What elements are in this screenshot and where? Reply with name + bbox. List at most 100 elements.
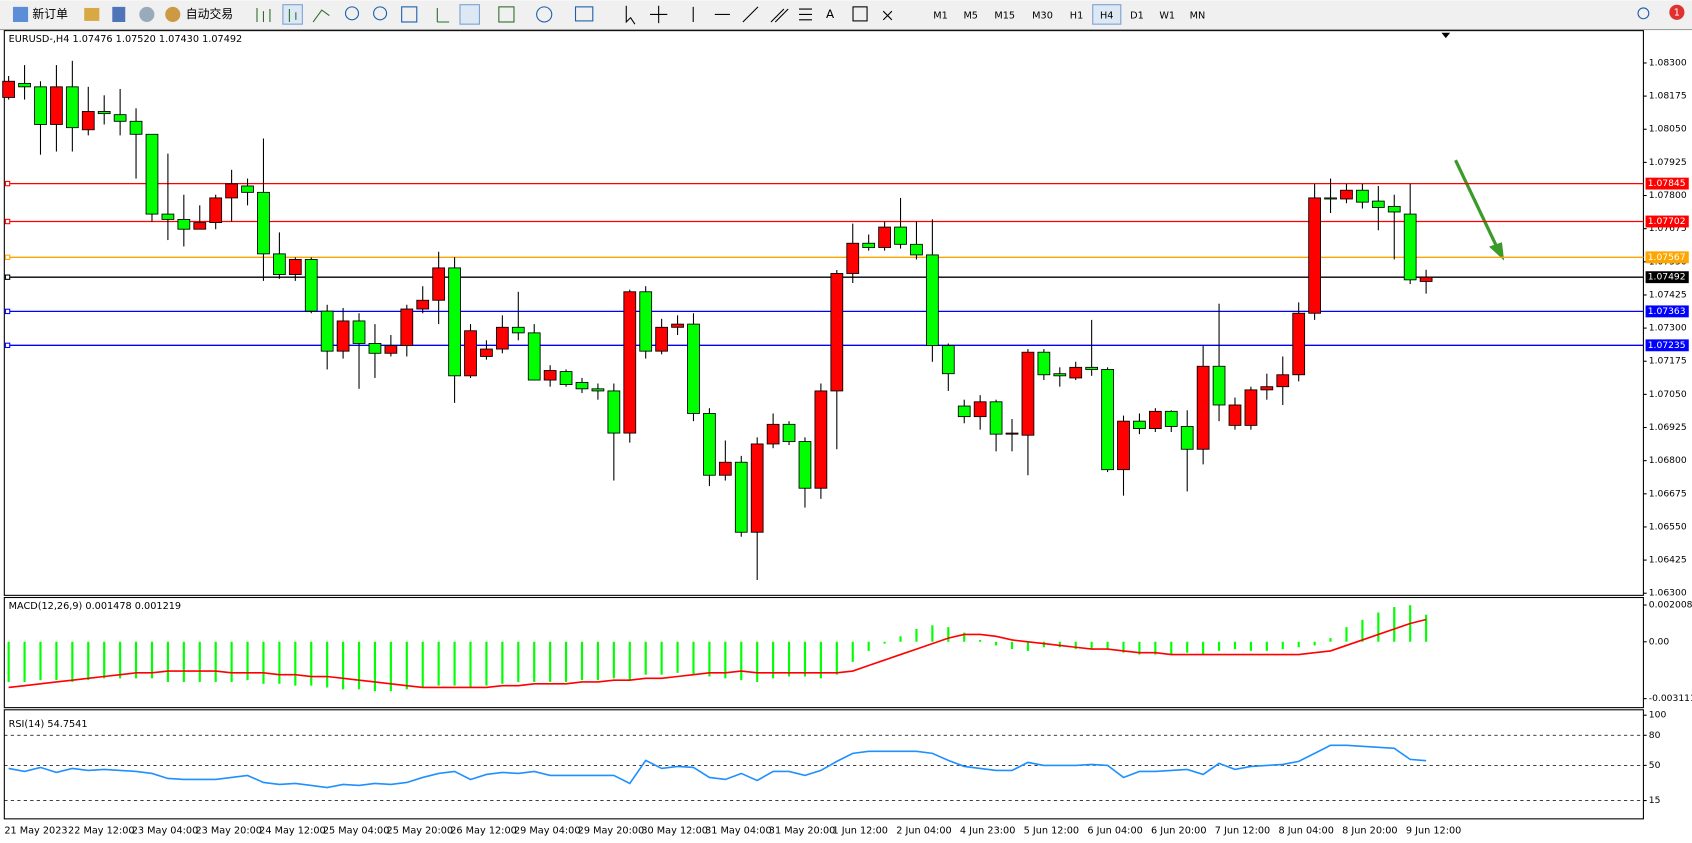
y-tick-label: 1.07175 — [1649, 356, 1687, 367]
candle-body — [1180, 426, 1194, 450]
notification-count[interactable]: 1 — [1674, 7, 1680, 18]
level-label: 1.07567 — [1648, 252, 1686, 263]
timeframe-button[interactable]: MN — [1190, 11, 1206, 22]
candle-body — [1021, 351, 1035, 436]
candle-icon-mark[interactable] — [288, 9, 297, 22]
timeframe-button[interactable]: M30 — [1032, 11, 1053, 22]
candle-body — [1196, 365, 1210, 450]
candle-body — [527, 332, 541, 381]
y-tick-label: 1.07300 — [1649, 323, 1687, 334]
zoom-out-icon[interactable] — [373, 6, 388, 21]
candle-body — [129, 120, 143, 135]
level-label-bg — [1645, 339, 1689, 352]
tool-icon[interactable] — [84, 7, 100, 21]
period-icon[interactable] — [536, 6, 553, 23]
level-label: 1.07702 — [1648, 216, 1686, 227]
bar-chart-icon[interactable] — [256, 7, 271, 22]
y-tick-label: 1.07425 — [1649, 289, 1687, 300]
line-chart-icon[interactable] — [312, 9, 330, 23]
candle-body — [766, 423, 780, 445]
zoom-in-icon[interactable] — [344, 6, 360, 21]
level-label-bg — [1645, 177, 1689, 190]
x-tick-label: 31 May 20:00 — [769, 826, 836, 837]
y-tick-label: 1.06550 — [1649, 521, 1687, 532]
candle-body — [1308, 197, 1321, 314]
candle-body — [941, 345, 955, 375]
arrows-icon[interactable] — [882, 10, 893, 21]
level-handle — [4, 254, 11, 261]
candle-body — [464, 330, 477, 377]
x-tick-label: 23 May 20:00 — [195, 826, 262, 837]
x-tick-label: 23 May 04:00 — [132, 826, 199, 837]
autoscroll-icon[interactable] — [459, 4, 480, 25]
arrow-shaft — [1454, 159, 1501, 252]
candle-body — [2, 80, 16, 98]
auto-trading[interactable]: 自动交易 — [186, 7, 233, 21]
candle-body — [18, 82, 31, 88]
pane-title: MACD(12,26,9) 0.001478 0.001219 — [9, 601, 181, 612]
candle-body — [862, 242, 876, 248]
tool-icon[interactable] — [139, 6, 155, 22]
candle-body — [543, 370, 557, 381]
new-order-icon[interactable] — [12, 6, 29, 22]
candle-body — [368, 343, 382, 354]
candle-body — [400, 308, 414, 347]
crosshair-icon[interactable] — [650, 5, 668, 24]
x-tick-label: 1 Jun 12:00 — [833, 826, 888, 837]
x-tick-label: 22 May 12:00 — [68, 826, 135, 837]
candle-body — [81, 111, 95, 131]
text-tool[interactable]: A — [826, 7, 835, 21]
candle-body — [177, 218, 191, 230]
tile-icon[interactable] — [401, 6, 418, 23]
label-icon[interactable] — [852, 6, 868, 22]
candle-body — [782, 423, 796, 443]
timeframe-button[interactable]: M1 — [933, 11, 948, 22]
timeframe-button[interactable]: D1 — [1130, 11, 1144, 22]
y-tick-label: -0.003111 — [1649, 693, 1692, 704]
level-label-bg — [1645, 251, 1689, 264]
tool-icon[interactable] — [112, 6, 126, 22]
candle-body — [1117, 420, 1130, 471]
candle-body — [910, 243, 923, 256]
level-label-bg — [1645, 305, 1689, 318]
timeframe-button[interactable]: M5 — [963, 11, 978, 22]
candle-body — [50, 86, 63, 125]
fibo-icon[interactable] — [799, 8, 812, 21]
channel-icon[interactable] — [770, 8, 789, 23]
tool-icons[interactable] — [256, 4, 1650, 25]
timeframe-button[interactable]: H4 — [1100, 11, 1113, 22]
trendline-icon[interactable] — [742, 6, 759, 23]
candle-body — [687, 323, 700, 414]
pane-title: EURUSD-,H4 1.07476 1.07520 1.07430 1.074… — [9, 34, 243, 45]
x-tick-label: 29 May 20:00 — [578, 826, 645, 837]
candle-body — [655, 326, 668, 352]
candle-body — [336, 320, 350, 352]
candle-body — [591, 388, 605, 392]
cursor-icon[interactable] — [625, 5, 636, 25]
candle-body — [559, 371, 573, 385]
candle-body — [926, 254, 939, 347]
indicator-icon[interactable] — [498, 6, 515, 23]
timeframe-button[interactable]: M15 — [994, 11, 1015, 22]
macd-pane-frame — [3, 596, 1644, 709]
notification-badge[interactable] — [1669, 4, 1685, 20]
timeframe-button[interactable]: H1 — [1070, 11, 1083, 22]
y-tick-label: 1.06925 — [1649, 422, 1687, 433]
candle-body — [973, 401, 987, 418]
level-label-bg — [1645, 271, 1689, 284]
search-icon[interactable] — [1637, 7, 1650, 20]
template-icon[interactable] — [574, 6, 594, 22]
scroll-icon[interactable] — [436, 7, 450, 23]
x-tick-label: 5 Jun 12:00 — [1024, 826, 1079, 837]
candle-icon[interactable] — [282, 4, 303, 25]
chart-shift-marker — [1441, 32, 1451, 39]
y-tick-label: 1.08175 — [1649, 91, 1687, 102]
timeframe-button[interactable]: W1 — [1159, 11, 1175, 22]
candle-body — [97, 111, 111, 115]
new-order[interactable]: 新订单 — [32, 7, 68, 21]
timeframe-active — [1092, 4, 1122, 25]
auto-trading-icon[interactable] — [165, 6, 181, 22]
x-tick-label: 9 Jun 12:00 — [1406, 826, 1461, 837]
candle-body — [1037, 351, 1051, 376]
